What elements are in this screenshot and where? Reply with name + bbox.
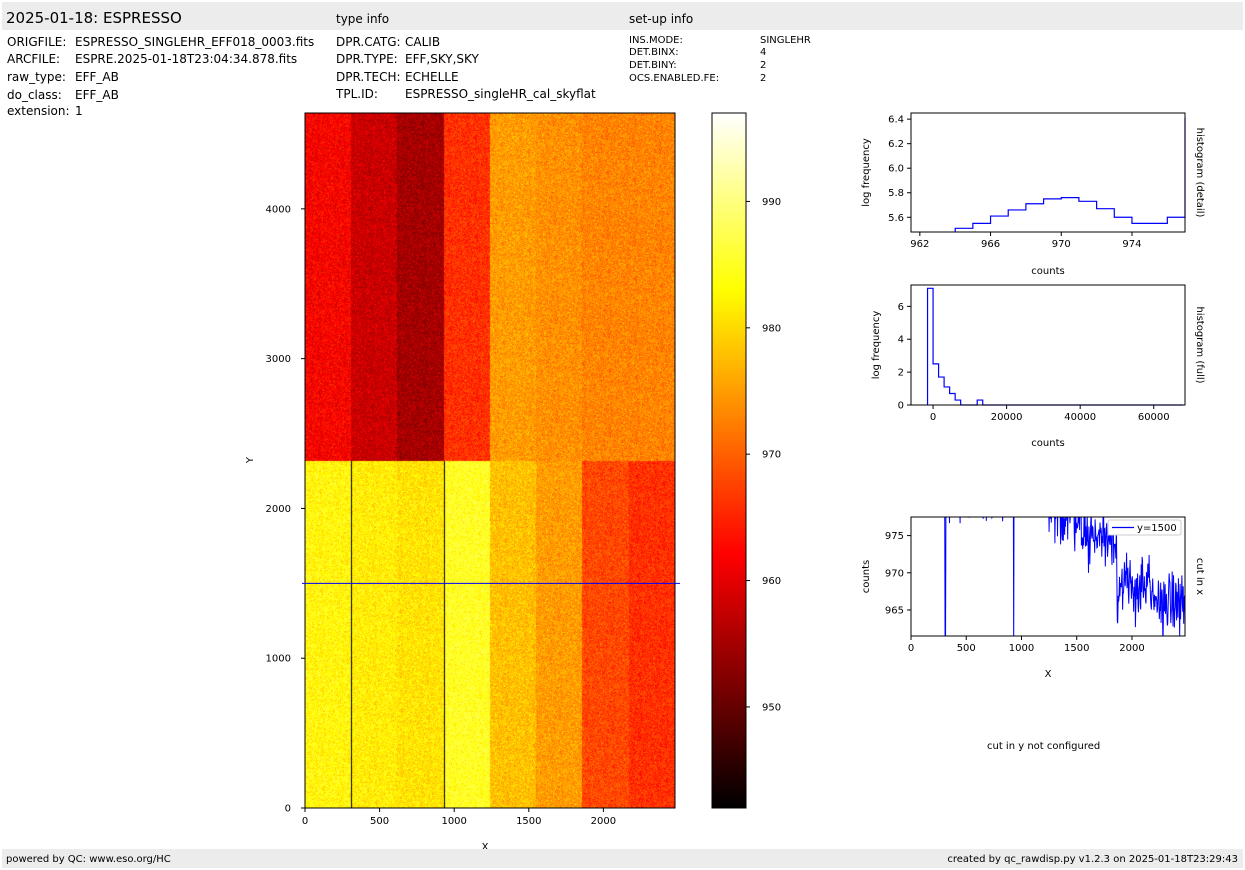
- y-tick-label: 6.2: [888, 139, 904, 150]
- y-axis-label: Y: [245, 456, 256, 464]
- plot-frame: [910, 516, 1186, 637]
- y-tick-label: 2: [898, 368, 904, 379]
- file-info-value: 1: [75, 104, 83, 118]
- side-label: cut in x: [1194, 558, 1205, 595]
- histogram-series: [954, 117, 1186, 232]
- x-tick-label: 2000: [591, 816, 616, 827]
- y-tick-label: 6: [898, 302, 904, 313]
- page-title: 2025-01-18: ESPRESSO: [6, 9, 182, 27]
- y-tick-label: 0: [898, 401, 904, 412]
- x-tick-label: 0: [908, 643, 914, 654]
- x-tick-label: 0: [930, 412, 936, 423]
- footer-bar: [2, 849, 1243, 868]
- type-info-value: CALIB: [405, 35, 441, 49]
- type-info-key: DPR.CATG:: [336, 35, 401, 49]
- setup-info-value: 4: [760, 47, 767, 58]
- x-tick-label: 1500: [1064, 643, 1089, 654]
- cut-y-note: cut in y not configured: [987, 741, 1101, 752]
- y-tick-label: 6.4: [888, 115, 904, 126]
- y-axis-label: log frequency: [861, 138, 872, 207]
- x-tick-label: 1500: [516, 816, 541, 827]
- y-tick-label: 4000: [266, 204, 291, 215]
- file-info-key: ORIGFILE:: [7, 35, 67, 49]
- setup-info-value: SINGLEHR: [760, 35, 811, 46]
- y-tick-label: 2000: [266, 504, 291, 515]
- x-tick-label: 40000: [1064, 412, 1096, 423]
- footer-left: powered by QC: www.eso.org/HC: [6, 854, 171, 865]
- setup-info-value: 2: [760, 73, 767, 84]
- legend-box: [1107, 519, 1182, 536]
- y-tick-label: 5.6: [888, 213, 904, 224]
- setup-info-key: DET.BINY:: [629, 60, 677, 71]
- y-axis-label: log frequency: [871, 311, 882, 380]
- type-info-heading: type info: [336, 12, 390, 26]
- file-info-value: ESPRESSO_SINGLEHR_EFF018_0003.fits: [75, 35, 315, 49]
- type-info-value: EFF,SKY,SKY: [405, 52, 479, 66]
- x-tick-label: 966: [981, 239, 1000, 250]
- x-tick-label: 500: [957, 643, 976, 654]
- side-label: histogram (detail): [1194, 128, 1205, 218]
- y-axis-label: counts: [861, 560, 872, 593]
- detector-image: [305, 113, 675, 808]
- file-info-value: ESPRE.2025-01-18T23:04:34.878.fits: [75, 52, 298, 66]
- x-tick-label: 2000: [1119, 643, 1144, 654]
- colorbar-gradient: [712, 113, 746, 808]
- y-tick-label: 975: [885, 531, 904, 542]
- type-info-key: DPR.TYPE:: [336, 52, 398, 66]
- plot-frame: [910, 112, 1186, 233]
- file-info-key: raw_type:: [7, 70, 66, 84]
- setup-info-value: 2: [760, 60, 767, 71]
- type-info-key: TPL.ID:: [336, 87, 378, 101]
- colorbar-tick-label: 980: [762, 323, 781, 334]
- x-tick-label: 970: [1052, 239, 1071, 250]
- x-tick-label: 20000: [991, 412, 1023, 423]
- y-tick-label: 5.8: [888, 188, 904, 199]
- legend-label: y=1500: [1137, 523, 1177, 534]
- setup-info-key: INS.MODE:: [629, 35, 683, 46]
- colorbar-tick-label: 950: [762, 702, 781, 713]
- x-axis-label: X: [1045, 669, 1052, 680]
- x-axis-label: counts: [1031, 266, 1064, 277]
- side-label: histogram (full): [1194, 306, 1205, 383]
- setup-info-heading: set-up info: [629, 12, 694, 26]
- colorbar-tick-label: 960: [762, 576, 781, 587]
- file-info-key: ARCFILE:: [7, 52, 61, 66]
- histogram-series: [926, 287, 1184, 406]
- setup-info-key: OCS.ENABLED.FE:: [629, 73, 720, 84]
- y-tick-label: 970: [885, 568, 904, 579]
- setup-info-key: DET.BINX:: [629, 47, 679, 58]
- y-tick-label: 0: [285, 804, 291, 815]
- y-tick-label: 1000: [266, 654, 291, 665]
- file-info-value: EFF_AB: [75, 70, 119, 84]
- type-info-key: DPR.TECH:: [336, 70, 401, 84]
- header-bar: [2, 2, 1243, 30]
- y-tick-label: 965: [885, 605, 904, 616]
- colorbar-tick-label: 990: [762, 197, 781, 208]
- y-tick-label: 6.0: [888, 164, 904, 175]
- x-tick-label: 500: [370, 816, 389, 827]
- y-tick-label: 4: [898, 335, 904, 346]
- type-info-value: ESPRESSO_singleHR_cal_skyflat: [405, 87, 596, 101]
- file-info-key: do_class:: [7, 88, 62, 102]
- x-tick-label: 1000: [1009, 643, 1034, 654]
- footer-right: created by qc_rawdisp.py v1.2.3 on 2025-…: [947, 854, 1238, 865]
- x-axis-label: counts: [1031, 438, 1064, 449]
- plot-frame: [910, 284, 1186, 406]
- x-tick-label: 0: [302, 816, 308, 827]
- x-tick-label: 974: [1122, 239, 1141, 250]
- y-tick-label: 3000: [266, 354, 291, 365]
- colorbar-tick-label: 970: [762, 450, 781, 461]
- file-info-key: extension:: [7, 104, 70, 118]
- x-tick-label: 962: [910, 239, 929, 250]
- file-info-value: EFF_AB: [75, 88, 119, 102]
- x-tick-label: 1000: [441, 816, 466, 827]
- cut-series-line: [944, 517, 1185, 636]
- x-tick-label: 60000: [1138, 412, 1170, 423]
- type-info-value: ECHELLE: [405, 70, 459, 84]
